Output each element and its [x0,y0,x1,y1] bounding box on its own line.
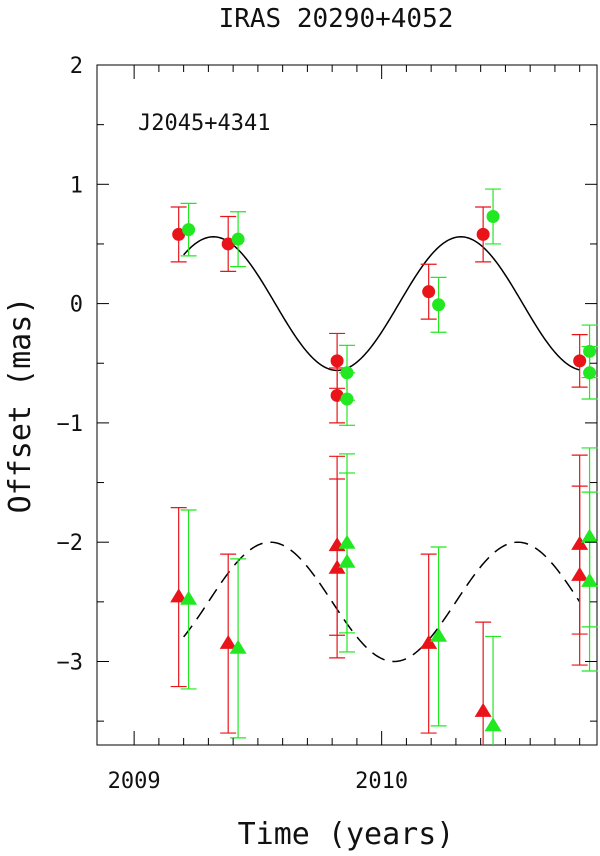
circle-marker [182,223,196,237]
lower-green-triangles-point [338,472,356,653]
lower-red-triangles-point [328,478,346,659]
lower-green-triangles-point [484,635,502,745]
y-axis-label: Offset (mas) [3,297,38,514]
circle-marker [330,354,344,368]
triangle-marker [420,634,438,649]
upper-red-circles-point [329,367,346,424]
y-tick-label: 2 [70,54,83,79]
upper-green-circles-point [485,188,502,245]
y-tick-label: −2 [57,531,84,556]
x-tick-label: 2009 [108,769,161,794]
y-tick-label: −3 [57,650,84,675]
upper-green-circles-point [430,276,447,333]
circle-marker [573,354,587,368]
circle-marker [221,237,235,251]
upper-red-circles-point [571,334,588,388]
triangle-marker [328,559,346,574]
circle-marker [340,392,354,406]
triangle-marker [219,634,237,649]
lower-red-triangles-point [420,553,438,734]
triangle-marker [180,590,198,605]
axis-ticks: −3 −2 −1 0 1 2 2009 2010 [57,54,597,794]
plot-frame [96,64,598,746]
upper-green-circles-point [180,202,197,257]
y-tick-label: 1 [70,173,83,198]
upper-green-circles-point [230,211,247,268]
triangle-marker [474,702,492,717]
data-points [170,188,599,745]
triangle-marker [338,553,356,568]
circle-marker [172,227,186,241]
lower-green-triangles-point [180,509,198,690]
upper-solid-curve [183,236,580,372]
upper-red-circles-point [420,263,437,320]
source-annotation: J2045+4341 [138,111,270,136]
x-tick-label: 2010 [355,769,408,794]
circle-marker [583,366,597,380]
lower-red-triangles-point [170,506,188,688]
y-tick-label: 0 [70,293,83,318]
x-axis-label: Time (years) [238,817,455,852]
circle-marker [330,388,344,402]
circle-marker [422,285,436,299]
upper-green-circles-point [339,372,355,426]
lower-red-triangles-point [571,485,589,666]
triangle-marker [581,572,599,587]
y-tick-label: −1 [57,412,84,437]
lower-dashed-curve [183,541,581,663]
lower-green-triangles-point [581,491,599,672]
triangle-marker [571,566,589,581]
upper-green-circles-point [581,345,598,400]
circle-marker [486,210,500,224]
circle-marker [231,232,245,246]
lower-red-triangles-point [219,553,237,734]
upper-red-circles-point [220,215,237,272]
circle-marker [476,227,490,241]
lower-green-triangles-point [229,558,247,739]
triangle-marker [484,717,502,732]
lower-green-triangles-point [430,546,448,727]
triangle-marker [430,627,448,642]
upper-red-circles-point [170,206,187,263]
circle-marker [432,298,446,312]
triangle-marker [170,588,188,603]
chart-title: IRAS 20290+4052 [219,4,454,34]
plot-border [96,64,598,746]
upper-red-circles-point [475,206,492,263]
triangle-marker [229,639,247,654]
model-curves [183,236,581,663]
lower-red-triangles-point [474,621,492,745]
